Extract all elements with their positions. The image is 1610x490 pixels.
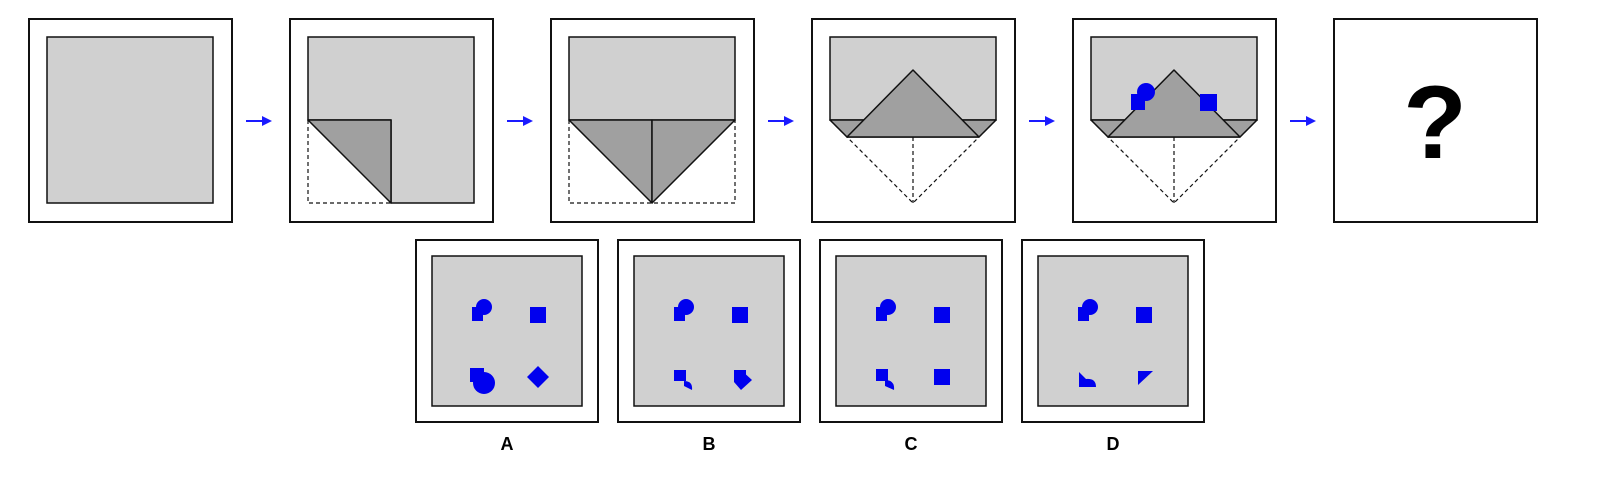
step-3-panel (550, 18, 755, 223)
hole-top-left (472, 299, 492, 321)
option-label: B (703, 434, 716, 454)
hole-bottom-right-square (934, 369, 950, 385)
hole-circle-part (473, 372, 495, 394)
hole-top-right-square (530, 307, 546, 323)
hole-circle-part (880, 299, 896, 315)
question-panel: ? (1333, 18, 1538, 223)
step-1-panel (28, 18, 233, 223)
hole-circle-part (684, 381, 693, 390)
option-c[interactable]: C (819, 239, 1003, 454)
arrow-head (1306, 116, 1316, 126)
arrow-head (262, 116, 272, 126)
option-paper (835, 255, 987, 407)
arrow-1 (246, 116, 272, 126)
arrow-5 (1290, 116, 1316, 126)
hole-square-part (674, 307, 685, 321)
arrow-head (523, 116, 533, 126)
option-label: D (1107, 434, 1120, 454)
hole-top-left (674, 299, 694, 321)
folded-flap (307, 119, 392, 204)
hole-bottom-left (470, 368, 495, 394)
hole-circle-part (885, 380, 895, 390)
folded-flap-right (651, 119, 736, 204)
fold-outline-dashed (568, 120, 736, 204)
hole-bottom-left (876, 369, 895, 390)
hole-bottom-right (734, 370, 752, 390)
punched-hole-square (1200, 94, 1217, 111)
punched-hole-circle-square (1131, 83, 1155, 110)
folded-triangle (846, 69, 980, 138)
option-paper (431, 255, 583, 407)
hole-top-left (1078, 299, 1098, 321)
arrow-head (1045, 116, 1055, 126)
option-d[interactable]: D (1021, 239, 1205, 454)
paper-sheet (46, 36, 214, 204)
hole-top-right-square (934, 307, 950, 323)
option-a[interactable]: A (415, 239, 599, 454)
hole-bottom-left (674, 370, 693, 390)
paper-sheet (568, 36, 736, 121)
hole-diamond-part (734, 370, 752, 390)
hole-bottom-right-diamond (527, 366, 549, 388)
arrow-head (784, 116, 794, 126)
hole-square-part (1078, 307, 1089, 321)
step-2-panel (289, 18, 494, 223)
hole-top-right-square (1136, 307, 1152, 323)
hole-top-left (876, 299, 896, 321)
hole-circle-part (1137, 83, 1155, 101)
hole-circle-part (678, 299, 694, 315)
hole-bottom-right-triangle (1138, 371, 1153, 385)
arrow-4 (1029, 116, 1055, 126)
hole-square-part (472, 307, 483, 321)
hole-square-part (876, 369, 888, 381)
question-mark: ? (1403, 65, 1467, 181)
step-4-panel (811, 18, 1016, 223)
panel-frame (1333, 18, 1538, 223)
option-label: C (905, 434, 918, 454)
hole-top-right-square (732, 307, 748, 323)
hole-square-part (674, 370, 686, 381)
hole-circle-part (476, 299, 492, 315)
option-paper (1037, 255, 1189, 407)
arrow-2 (507, 116, 533, 126)
hole-circle-part (1082, 299, 1098, 315)
hole-square-part (876, 307, 887, 321)
option-paper (633, 255, 785, 407)
option-label: A (501, 434, 514, 454)
step-5-panel (1072, 18, 1277, 223)
arrow-3 (768, 116, 794, 126)
option-b[interactable]: B (617, 239, 801, 454)
hole-bottom-left-fragment (1079, 372, 1096, 387)
